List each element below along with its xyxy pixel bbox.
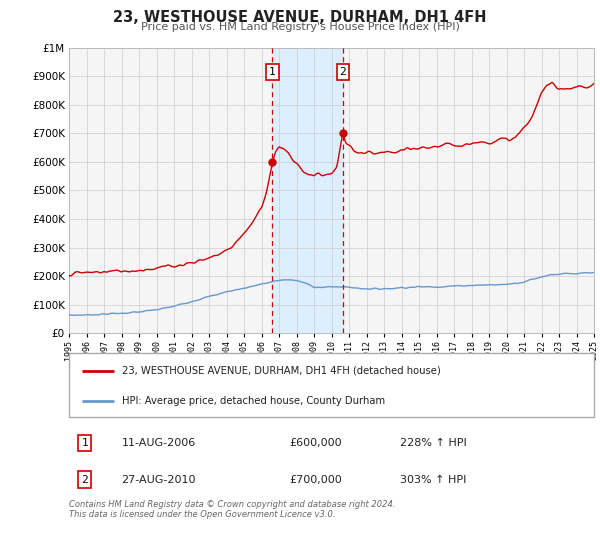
Text: 11-AUG-2006: 11-AUG-2006 [121, 438, 196, 448]
Text: 303% ↑ HPI: 303% ↑ HPI [400, 474, 466, 484]
Text: Contains HM Land Registry data © Crown copyright and database right 2024.
This d: Contains HM Land Registry data © Crown c… [69, 500, 395, 519]
Text: £600,000: £600,000 [290, 438, 342, 448]
Text: 1: 1 [82, 438, 88, 448]
Text: 27-AUG-2010: 27-AUG-2010 [121, 474, 196, 484]
Text: 23, WESTHOUSE AVENUE, DURHAM, DH1 4FH: 23, WESTHOUSE AVENUE, DURHAM, DH1 4FH [113, 10, 487, 25]
Text: £700,000: £700,000 [290, 474, 342, 484]
Text: 2: 2 [82, 474, 88, 484]
Text: Price paid vs. HM Land Registry's House Price Index (HPI): Price paid vs. HM Land Registry's House … [140, 22, 460, 32]
Bar [272, 48, 343, 333]
Text: HPI: Average price, detached house, County Durham: HPI: Average price, detached house, Coun… [121, 396, 385, 406]
Text: 1: 1 [269, 67, 276, 77]
Text: 23, WESTHOUSE AVENUE, DURHAM, DH1 4FH (detached house): 23, WESTHOUSE AVENUE, DURHAM, DH1 4FH (d… [121, 366, 440, 376]
Text: 2: 2 [340, 67, 346, 77]
Text: 228% ↑ HPI: 228% ↑ HPI [400, 438, 467, 448]
